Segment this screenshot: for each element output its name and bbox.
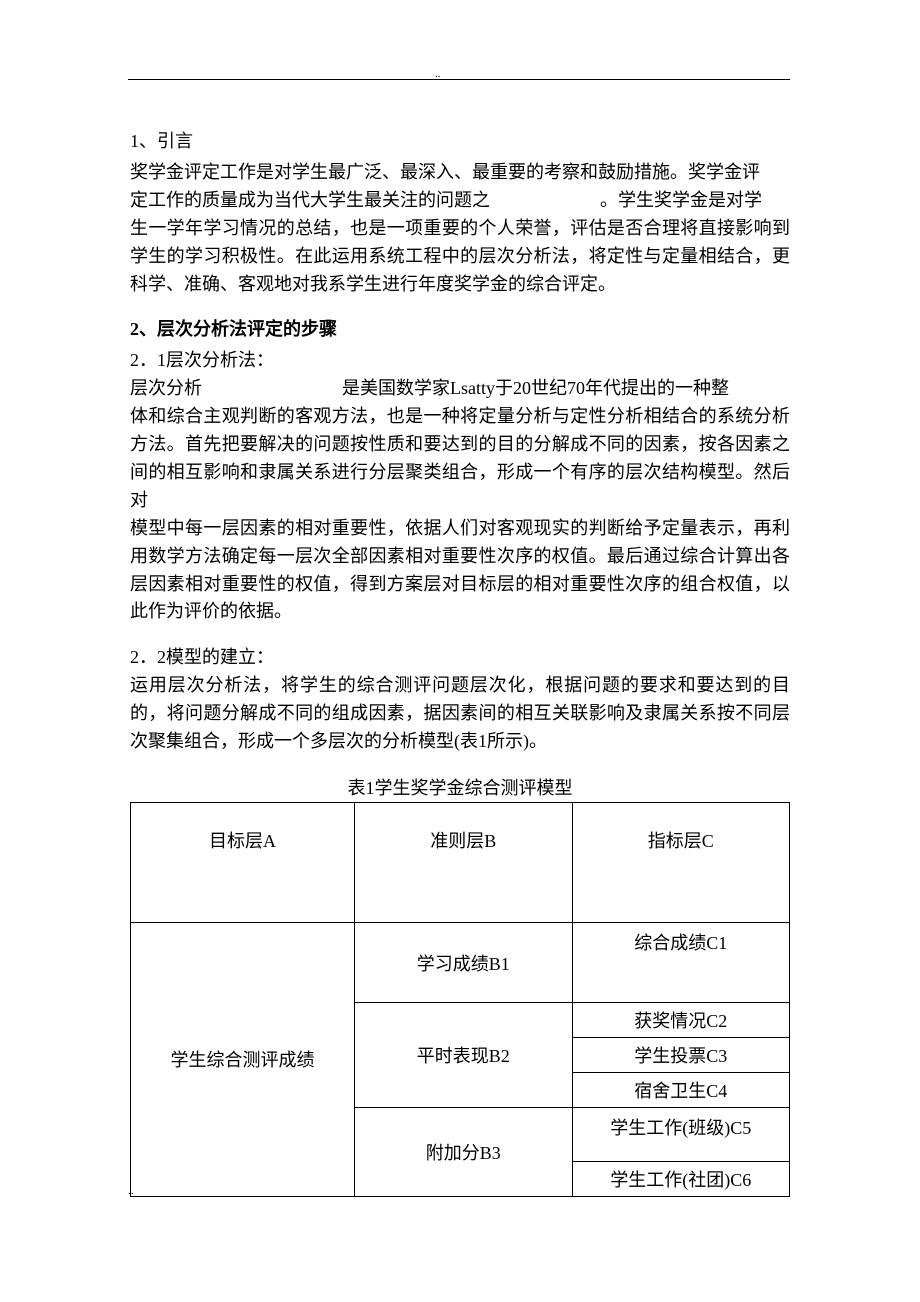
subsection-2-1-heading: 2．1层次分析法： (130, 347, 790, 375)
cell-goal-a: 学生综合测评成绩 (131, 922, 355, 1196)
table-header-col-c: 指标层C (572, 802, 789, 922)
content-area: 1、引言 奖学金评定工作是对学生最广泛、最深入、最重要的考察和鼓励措施。奖学金评… (130, 128, 790, 1197)
subsection-2-1-line1: 层次分析 是美国数学家Lsatty于20世纪70年代提出的一种整 (130, 375, 790, 403)
sub21-line1-left: 层次分析 (130, 378, 202, 398)
section-1-heading: 1、引言 (130, 128, 790, 155)
spacer (130, 298, 790, 316)
section-2-heading: 2、层次分析法评定的步骤 (130, 316, 790, 343)
table-header-col-b: 准则层B (355, 802, 572, 922)
section-1-para-b-right: 。学生奖学金是对学 (600, 190, 762, 210)
cell-b2: 平时表现B2 (355, 1002, 572, 1107)
subsection-2-1-para2: 体和综合主观判断的客观方法，也是一种将定量分析与定性分析相结合的系统分析方法。首… (130, 403, 790, 515)
section-1-para-b-left: 定工作的质量成为当代大学生最关注的问题之 (130, 190, 490, 210)
cell-b3: 附加分B3 (355, 1107, 572, 1196)
cell-b1: 学习成绩B1 (355, 922, 572, 1002)
section-1-para-c: 生一学年学习情况的总结，也是一项重要的个人荣誉，评估是否合理将直接影响到学生的学… (130, 215, 790, 299)
table-header-col-a: 目标层A (131, 802, 355, 922)
table-1-title: 表1学生奖学金综合测评模型 (130, 774, 790, 800)
cell-c3: 学生投票C3 (572, 1037, 789, 1072)
sub21-line1-right: 是美国数学家Lsatty于20世纪70年代提出的一种整 (342, 378, 729, 398)
section-1-para-line-a: 奖学金评定工作是对学生最广泛、最深入、最重要的考察和鼓励措施。奖学金评 (130, 159, 790, 187)
footer-marks: .. (128, 1185, 134, 1197)
ahp-model-table: 目标层A 准则层B 指标层C 学生综合测评成绩 学习成绩B1 综合成绩C1 平时… (130, 802, 790, 1197)
table-row: 学生综合测评成绩 学习成绩B1 综合成绩C1 (131, 922, 790, 1002)
subsection-2-1-para3: 模型中每一层因素的相对重要性，依据人们对客观现实的判断给予定量表示，再利用数学方… (130, 515, 790, 627)
cell-c6: 学生工作(社团)C6 (572, 1161, 789, 1196)
section-1-para-line-b: 定工作的质量成为当代大学生最关注的问题之 。学生奖学金是对学 (130, 187, 790, 215)
spacer (130, 626, 790, 644)
document-page: .. 1、引言 奖学金评定工作是对学生最广泛、最深入、最重要的考察和鼓励措施。奖… (0, 0, 920, 1237)
cell-c2: 获奖情况C2 (572, 1002, 789, 1037)
cell-c4: 宿舍卫生C4 (572, 1072, 789, 1107)
cell-c5: 学生工作(班级)C5 (572, 1107, 789, 1161)
cell-c1: 综合成绩C1 (572, 922, 789, 1002)
subsection-2-2-heading: 2．2模型的建立： (130, 644, 790, 672)
table-header-row: 目标层A 准则层B 指标层C (131, 802, 790, 922)
subsection-2-2-para1: 运用层次分析法，将学生的综合测评问题层次化，根据问题的要求和要达到的目的，将问题… (130, 672, 790, 756)
header-rule (128, 79, 790, 80)
